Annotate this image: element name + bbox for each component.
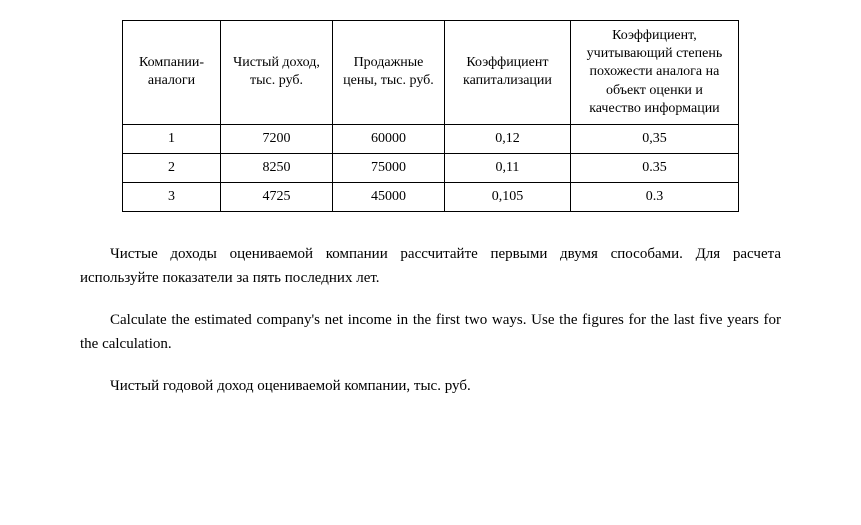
comparables-table: Компании-аналоги Чистый доход, тыс. руб.…	[122, 20, 739, 212]
col-header-net-income: Чистый доход, тыс. руб.	[221, 21, 333, 125]
col-header-cap-rate: Коэффициент капитализации	[444, 21, 570, 125]
cell-sale-price: 45000	[333, 182, 445, 211]
cell-net-income: 7200	[221, 124, 333, 153]
cell-sale-price: 60000	[333, 124, 445, 153]
cell-net-income: 4725	[221, 182, 333, 211]
cell-similarity-coef: 0.35	[570, 153, 738, 182]
col-header-companies: Компании-аналоги	[123, 21, 221, 125]
cell-cap-rate: 0,105	[444, 182, 570, 211]
cell-sale-price: 75000	[333, 153, 445, 182]
cell-similarity-coef: 0.3	[570, 182, 738, 211]
instruction-paragraph-en: Calculate the estimated company's net in…	[80, 308, 781, 356]
label-annual-income: Чистый годовой доход оцениваемой компани…	[80, 374, 781, 398]
instruction-paragraph-ru: Чистые доходы оцениваемой компании рассч…	[80, 242, 781, 290]
table-row: 1 7200 60000 0,12 0,35	[123, 124, 739, 153]
cell-net-income: 8250	[221, 153, 333, 182]
cell-cap-rate: 0,12	[444, 124, 570, 153]
table-row: 2 8250 75000 0,11 0.35	[123, 153, 739, 182]
cell-similarity-coef: 0,35	[570, 124, 738, 153]
table-row: 3 4725 45000 0,105 0.3	[123, 182, 739, 211]
cell-company-id: 1	[123, 124, 221, 153]
col-header-sale-price: Продажные цены, тыс. руб.	[333, 21, 445, 125]
col-header-similarity-coef: Коэффициент, учитывающий степень похожес…	[570, 21, 738, 125]
table-header-row: Компании-аналоги Чистый доход, тыс. руб.…	[123, 21, 739, 125]
cell-cap-rate: 0,11	[444, 153, 570, 182]
cell-company-id: 3	[123, 182, 221, 211]
cell-company-id: 2	[123, 153, 221, 182]
